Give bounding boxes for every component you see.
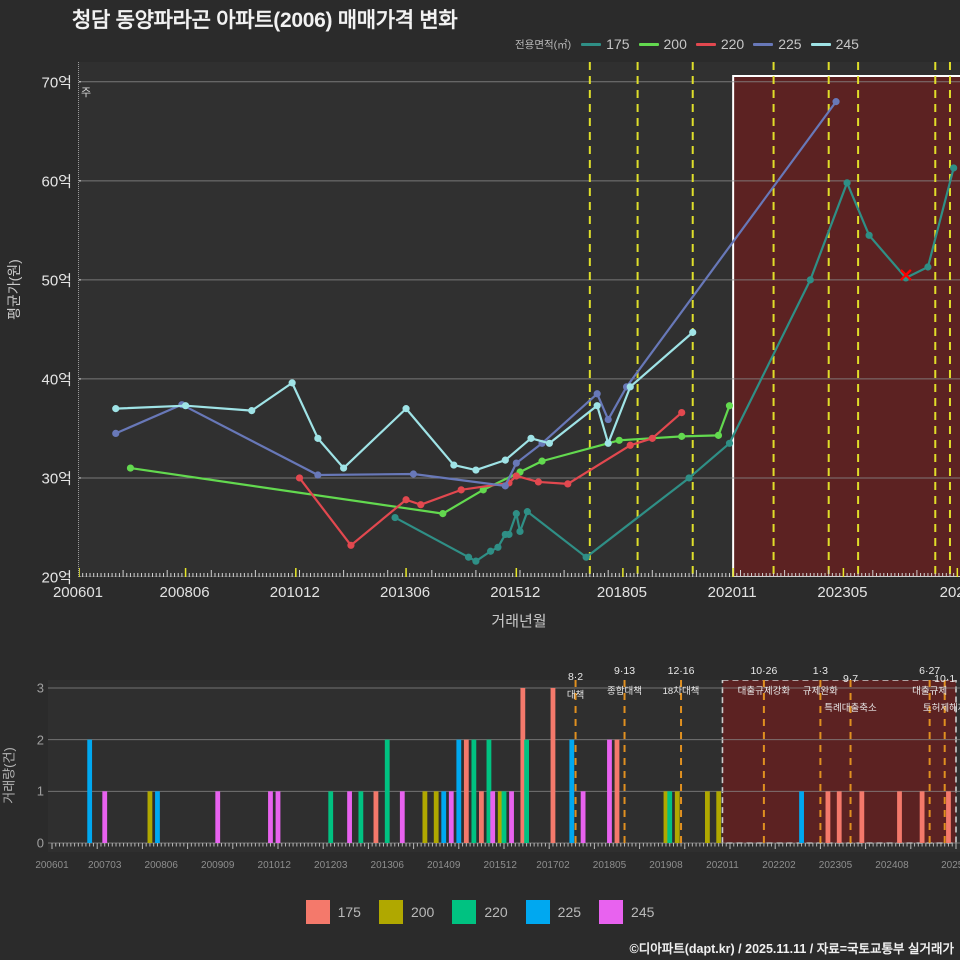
price-x-tick-label: 202011: [707, 584, 757, 601]
volume-x-tick-label: 202011: [706, 860, 739, 871]
volume-x-tick-label: 201203: [314, 860, 348, 871]
legend-item-175[interactable]: 175: [581, 36, 630, 52]
volume-x-tick-label: 202305: [818, 860, 853, 871]
policy-event-code: 10·1: [934, 673, 956, 685]
price-x-tick-label: 201306: [380, 584, 431, 601]
legend-item-225[interactable]: 225: [753, 36, 802, 52]
legend-label: 245: [835, 36, 859, 52]
policy-event-name: 토허제해제: [922, 703, 960, 714]
policy-event-name: 규제완화: [802, 686, 838, 697]
volume-x-tick-label: 200909: [201, 860, 235, 871]
volume-y-tick-label: 1: [36, 783, 44, 799]
price-x-tick-label: 201805: [596, 584, 647, 601]
volume-x-tick-label: 2025: [941, 860, 960, 871]
policy-event-name: 18차대책: [662, 686, 700, 697]
volume-x-tick-label: 201908: [649, 860, 683, 871]
price-x-tick-label: 200806: [159, 584, 210, 601]
volume-y-axis-label: 거래량(건): [1, 747, 17, 804]
price-y-tick-label: 50억: [41, 272, 73, 290]
legend-swatch-icon: [378, 900, 403, 924]
legend-label: 220: [484, 904, 508, 920]
policy-event-code: 9·7: [842, 673, 859, 685]
policy-event-code: 8·2: [567, 671, 584, 683]
price-x-tick-label: 201512: [490, 584, 541, 601]
volume-x-tick-label: 200601: [35, 860, 69, 871]
volume-x-tick-label: 201805: [592, 860, 627, 871]
volume-y-tick-label: 2: [36, 732, 44, 748]
legend-label: 175: [337, 904, 361, 920]
volume-x-tick-label: 201306: [370, 860, 404, 871]
volume-chart-plot: [48, 680, 960, 852]
note-ju: 주: [81, 87, 92, 98]
volume-legend-item-245[interactable]: 245: [599, 900, 654, 924]
price-x-tick-label: 202305: [817, 584, 868, 601]
price-x-tick-label: 2025: [939, 584, 960, 601]
policy-event-code: 1·3: [812, 665, 828, 677]
volume-legend-item-220[interactable]: 220: [452, 900, 508, 924]
legend-label: 245: [631, 904, 655, 920]
volume-x-tick-label: 201012: [257, 860, 291, 871]
policy-event-name: 대출규제: [912, 686, 948, 697]
legend-item-200[interactable]: 200: [638, 36, 687, 52]
legend-swatch-icon: [525, 900, 550, 924]
price-chart-plot: 주: [78, 62, 960, 577]
volume-x-tick-label: 202202: [762, 860, 796, 871]
series-legend-top: 전용면적(㎡) 175 200 220 225 245: [515, 36, 859, 52]
price-x-tick-label: 201012: [269, 584, 320, 601]
volume-x-tick-label: 201702: [536, 860, 570, 871]
price-y-tick-label: 30억: [41, 470, 73, 488]
legend-swatch-icon: [581, 42, 602, 46]
volume-x-tick-label: 200806: [144, 860, 178, 871]
legend-swatch-icon: [305, 900, 330, 924]
price-y-tick-label: 40억: [41, 371, 73, 389]
volume-y-tick-label: 0: [36, 835, 44, 851]
policy-event-code: 10·26: [750, 665, 778, 677]
price-x-tick-label: 200601: [52, 584, 104, 601]
volume-x-tick-label: 201512: [483, 860, 517, 871]
legend-swatch-icon: [695, 42, 716, 46]
legend-swatch-icon: [638, 42, 659, 46]
price-y-tick-label: 70억: [41, 74, 73, 92]
policy-event-name: 대책: [566, 690, 585, 701]
legend-label: 225: [557, 904, 582, 920]
legend-item-220[interactable]: 220: [695, 36, 745, 52]
legend-swatch-icon: [753, 42, 774, 46]
footer-credit: ©디아파트(dapt.kr) / 2025.11.11 / 자료=국토교통부 실…: [629, 942, 954, 956]
legend-label: 200: [663, 36, 687, 52]
legend-label: 175: [606, 36, 630, 52]
policy-event-name: 종합대책: [607, 686, 643, 697]
page-title: 청담 동양파라곤 아파트(2006) 매매가격 변화: [72, 9, 458, 32]
policy-event-code: 6·27: [919, 665, 941, 677]
legend-swatch-icon: [599, 900, 624, 924]
volume-legend-item-225[interactable]: 225: [525, 900, 582, 924]
series-legend-bottom: 175 200 220 225 245: [0, 900, 960, 924]
policy-event-name: 특례대출축소: [824, 703, 877, 714]
legend-label: 220: [720, 36, 745, 52]
legend-item-245[interactable]: 245: [810, 36, 859, 52]
legend-title: 전용면적(㎡): [515, 38, 572, 51]
price-y-tick-label: 20억: [41, 569, 73, 587]
volume-x-tick-label: 201409: [427, 860, 461, 871]
legend-swatch-icon: [810, 42, 831, 46]
legend-label: 225: [778, 36, 802, 52]
price-y-tick-label: 60억: [41, 173, 73, 191]
policy-event-name: 대출규제강화: [737, 686, 791, 697]
policy-event-code: 12·16: [667, 665, 695, 677]
policy-event-code: 9·13: [614, 665, 636, 677]
volume-x-tick-label: 200703: [88, 860, 122, 871]
volume-y-tick-label: 3: [36, 680, 44, 696]
volume-legend-item-175[interactable]: 175: [305, 900, 361, 924]
volume-x-tick-label: 202408: [875, 860, 909, 871]
price-x-axis-label: 거래년월: [491, 613, 547, 630]
legend-swatch-icon: [452, 900, 477, 924]
volume-legend-item-200[interactable]: 200: [378, 900, 435, 924]
legend-label: 200: [410, 904, 435, 920]
